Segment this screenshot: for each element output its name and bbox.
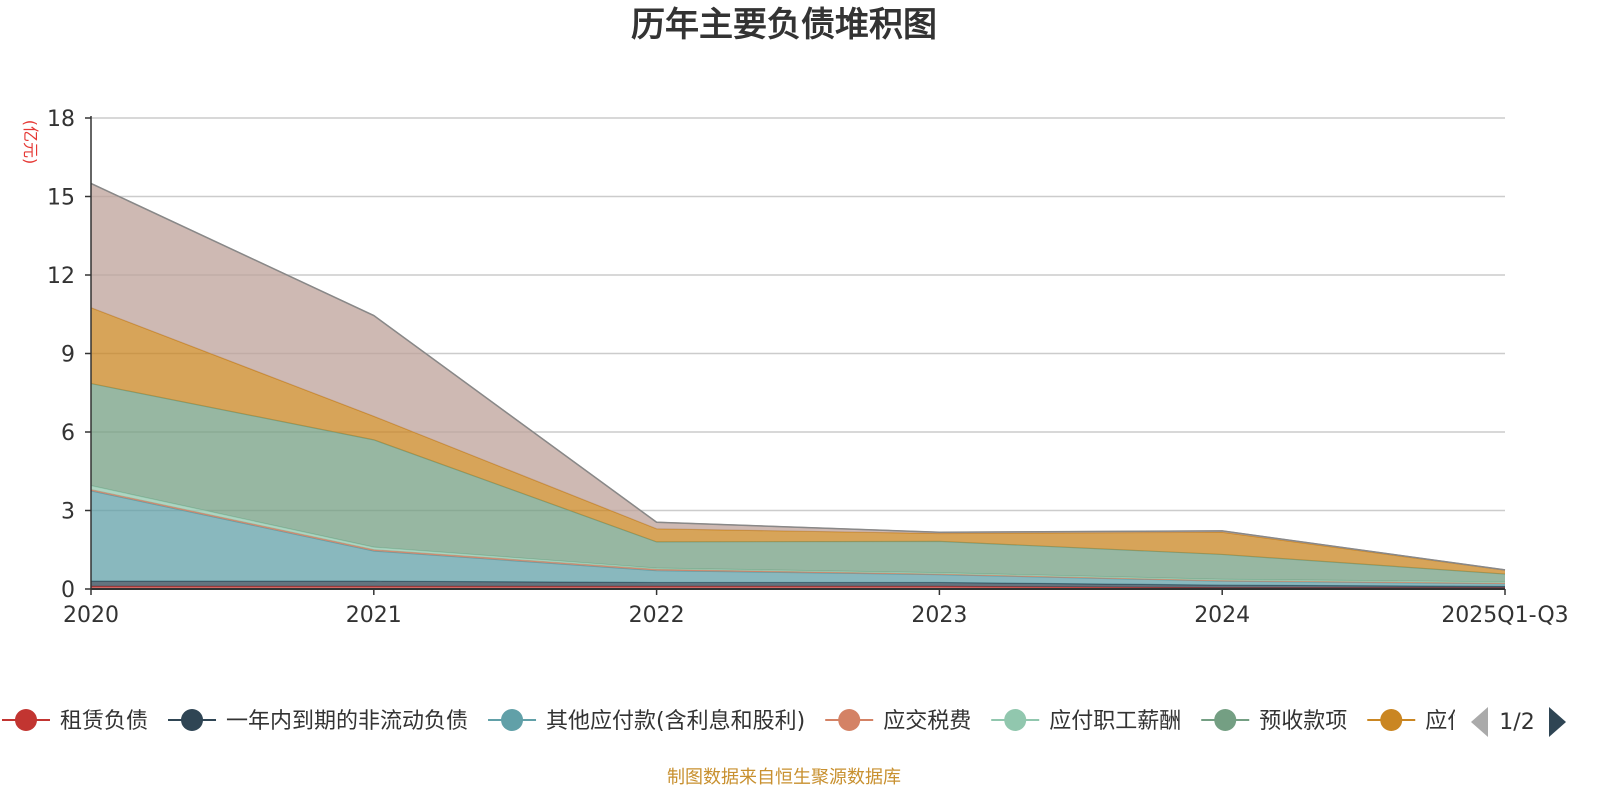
legend-marker-icon (1380, 709, 1403, 731)
legend-prev-page-icon[interactable] (1471, 707, 1488, 737)
axes: 0 3 6 9 12 15 18 2020 2021 2022 2023 2024 2025Q1-Q3 (47, 107, 1569, 628)
legend-label: 租赁负债 (60, 709, 148, 734)
legend-label: 一年内到期的非流动负债 (226, 709, 468, 734)
legend-item[interactable]: 其他应付款(含利息和股利) (488, 709, 805, 734)
legend-item[interactable]: 应付职工薪酬 (991, 709, 1181, 734)
x-tick-label: 2020 (63, 603, 119, 628)
area-series-7 (91, 183, 1505, 571)
y-tick-label: 0 (61, 578, 75, 603)
legend-label: 应付职工薪酬 (1049, 709, 1181, 734)
legend-label: 合同负债 (1591, 709, 1600, 734)
x-tick-label: 2022 (629, 603, 685, 628)
legend-marker-icon (501, 709, 524, 731)
y-tick-label: 9 (61, 343, 75, 368)
chart-title: 历年主要负债堆积图 (631, 5, 937, 45)
legend-page-indicator: 1/2 (1499, 710, 1534, 735)
legend-label: 应付账款 (1425, 709, 1513, 734)
legend-item[interactable]: 应付账款 (1367, 709, 1513, 734)
y-tick-label: 15 (47, 186, 75, 211)
legend-label: 其他应付款(含利息和股利) (546, 709, 805, 734)
legend-marker-icon (15, 709, 37, 731)
legend-marker-icon (181, 709, 204, 731)
x-tick-label: 2021 (346, 603, 402, 628)
legend: 租赁负债 一年内到期的非流动负债 其他应付款(含利息和股利) 应交税费 应付职工薪酬 预收… (2, 709, 1600, 734)
legend-next-page-icon[interactable] (1549, 707, 1566, 737)
area-series (90, 182, 1506, 589)
y-tick-label: 18 (47, 107, 75, 132)
legend-marker-icon (1004, 709, 1027, 731)
total-outline (90, 182, 1506, 571)
area-series-2 (91, 490, 1505, 587)
legend-item[interactable]: 应交税费 (825, 709, 971, 734)
legend-label: 应交税费 (883, 709, 971, 734)
legend-item[interactable]: 一年内到期的非流动负债 (168, 709, 468, 734)
y-tick-label: 6 (61, 421, 75, 446)
y-tick-label: 3 (61, 500, 75, 525)
area-series-5 (91, 383, 1505, 582)
x-tick-label: 2025Q1-Q3 (1441, 603, 1568, 628)
legend-pager: 1/2 (1471, 707, 1566, 737)
legend-item[interactable]: 租赁负债 (2, 709, 148, 734)
legend-item[interactable]: 合同负债 (1533, 709, 1600, 734)
legend-marker-icon (838, 709, 861, 731)
legend-item[interactable]: 预收款项 (1201, 709, 1347, 734)
source-note: 制图数据来自恒生聚源数据库 (667, 767, 901, 788)
legend-items: 租赁负债 一年内到期的非流动负债 其他应付款(含利息和股利) 应交税费 应付职工薪酬 预收… (2, 709, 1600, 734)
area-series-1 (91, 581, 1505, 588)
y-axis-unit-label: (亿元) (21, 120, 40, 165)
legend-label: 预收款项 (1259, 709, 1347, 734)
legend-marker-icon (1214, 709, 1237, 731)
x-tick-label: 2024 (1194, 603, 1250, 628)
y-tick-label: 12 (47, 264, 75, 289)
x-tick-label: 2023 (911, 603, 967, 628)
